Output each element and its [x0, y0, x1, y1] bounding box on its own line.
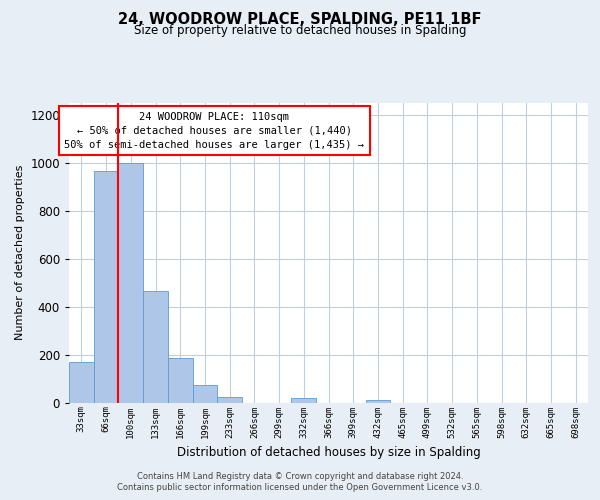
Text: Size of property relative to detached houses in Spalding: Size of property relative to detached ho… — [134, 24, 466, 37]
Bar — [118, 162, 143, 402]
Bar — [217, 396, 242, 402]
Text: Contains HM Land Registry data © Crown copyright and database right 2024.
Contai: Contains HM Land Registry data © Crown c… — [118, 472, 482, 492]
X-axis label: Distribution of detached houses by size in Spalding: Distribution of detached houses by size … — [176, 446, 481, 459]
Bar — [292, 398, 316, 402]
Text: 24 WOODROW PLACE: 110sqm
← 50% of detached houses are smaller (1,440)
50% of sem: 24 WOODROW PLACE: 110sqm ← 50% of detach… — [64, 112, 364, 150]
Bar — [365, 400, 390, 402]
Bar — [168, 358, 193, 403]
Bar — [143, 291, 168, 403]
Bar — [193, 384, 217, 402]
Bar — [94, 171, 118, 402]
Text: 24, WOODROW PLACE, SPALDING, PE11 1BF: 24, WOODROW PLACE, SPALDING, PE11 1BF — [118, 12, 482, 28]
Y-axis label: Number of detached properties: Number of detached properties — [14, 165, 25, 340]
Bar — [69, 362, 94, 403]
